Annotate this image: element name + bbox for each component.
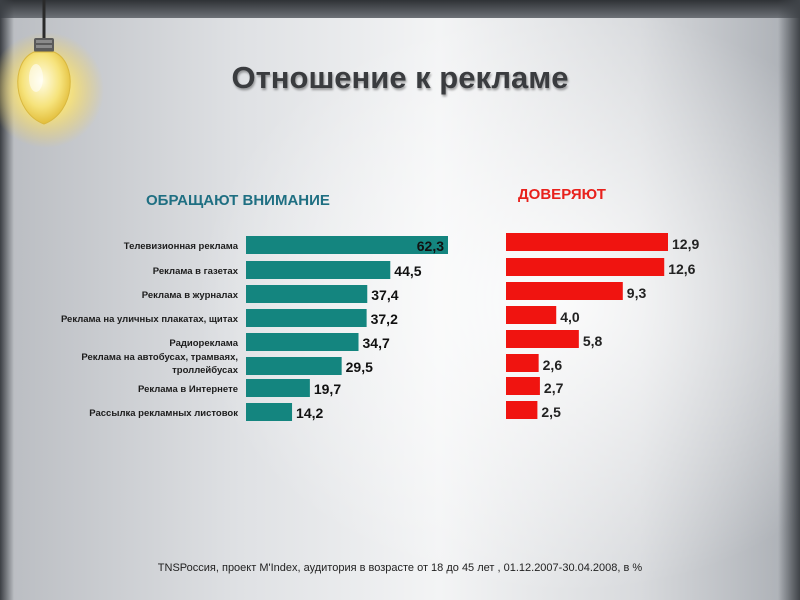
- trust-value-label: 2,6: [543, 357, 563, 373]
- attention-bar: [246, 309, 367, 327]
- attention-value-label: 44,5: [394, 263, 421, 279]
- attention-value-label: 14,2: [296, 405, 323, 421]
- category-label: Реклама на уличных плакатах, щитах: [61, 314, 239, 325]
- trust-bar: [506, 233, 668, 251]
- category-label: Реклама на автобусах, трамваях, троллейбу…: [81, 352, 238, 376]
- trust-bar: [506, 258, 665, 276]
- trust-value-label: 12,9: [672, 236, 699, 252]
- category-label: Реклама в газетах: [153, 266, 239, 277]
- trust-bar: [506, 330, 579, 348]
- attention-bar: [246, 357, 342, 375]
- top-frame-bar: [0, 0, 800, 18]
- attention-bar: [246, 403, 293, 421]
- attention-value-label: 29,5: [346, 359, 373, 375]
- category-label: Радиореклама: [169, 338, 238, 349]
- trust-bar: [506, 377, 540, 395]
- attention-value-label: 37,2: [371, 311, 398, 327]
- attention-chart-title: ОБРАЩАЮТ ВНИМАНИЕ: [146, 192, 330, 209]
- trust-bar: [506, 306, 557, 324]
- trust-bar: [506, 282, 623, 300]
- trust-value-label: 5,8: [583, 333, 603, 349]
- attention-bar: [246, 333, 359, 351]
- category-label: Рассылка рекламных листовок: [89, 408, 238, 419]
- light-bulb-icon: [0, 0, 104, 148]
- category-label: Реклама в журналах: [142, 290, 239, 301]
- trust-value-label: 4,0: [560, 309, 580, 325]
- trust-value-label: 12,6: [668, 261, 695, 277]
- trust-bar: [506, 354, 539, 372]
- category-label: Телевизионная реклама: [124, 241, 239, 252]
- trust-chart-title: ДОВЕРЯЮТ: [518, 186, 606, 203]
- left-frame-shade: [0, 0, 14, 600]
- attention-value-label: 37,4: [371, 287, 398, 303]
- attention-bar: [246, 236, 448, 254]
- page-title: Отношение к рекламе: [231, 60, 569, 95]
- trust-value-label: 2,5: [541, 404, 561, 420]
- trust-bar: [506, 401, 538, 419]
- right-frame-shade: [778, 0, 800, 600]
- attention-value-label: 34,7: [363, 335, 390, 351]
- attention-bar: [246, 261, 391, 279]
- attention-value-label: 62,3: [417, 238, 444, 254]
- attention-value-label: 19,7: [314, 381, 341, 397]
- source-footnote: TNSРоссия, проект M'Index, аудитория в в…: [157, 562, 643, 574]
- category-label: Реклама в Интернете: [138, 384, 238, 395]
- trust-value-label: 9,3: [627, 285, 647, 301]
- attention-bar: [246, 285, 368, 303]
- attention-bar: [246, 379, 310, 397]
- trust-value-label: 2,7: [544, 380, 564, 396]
